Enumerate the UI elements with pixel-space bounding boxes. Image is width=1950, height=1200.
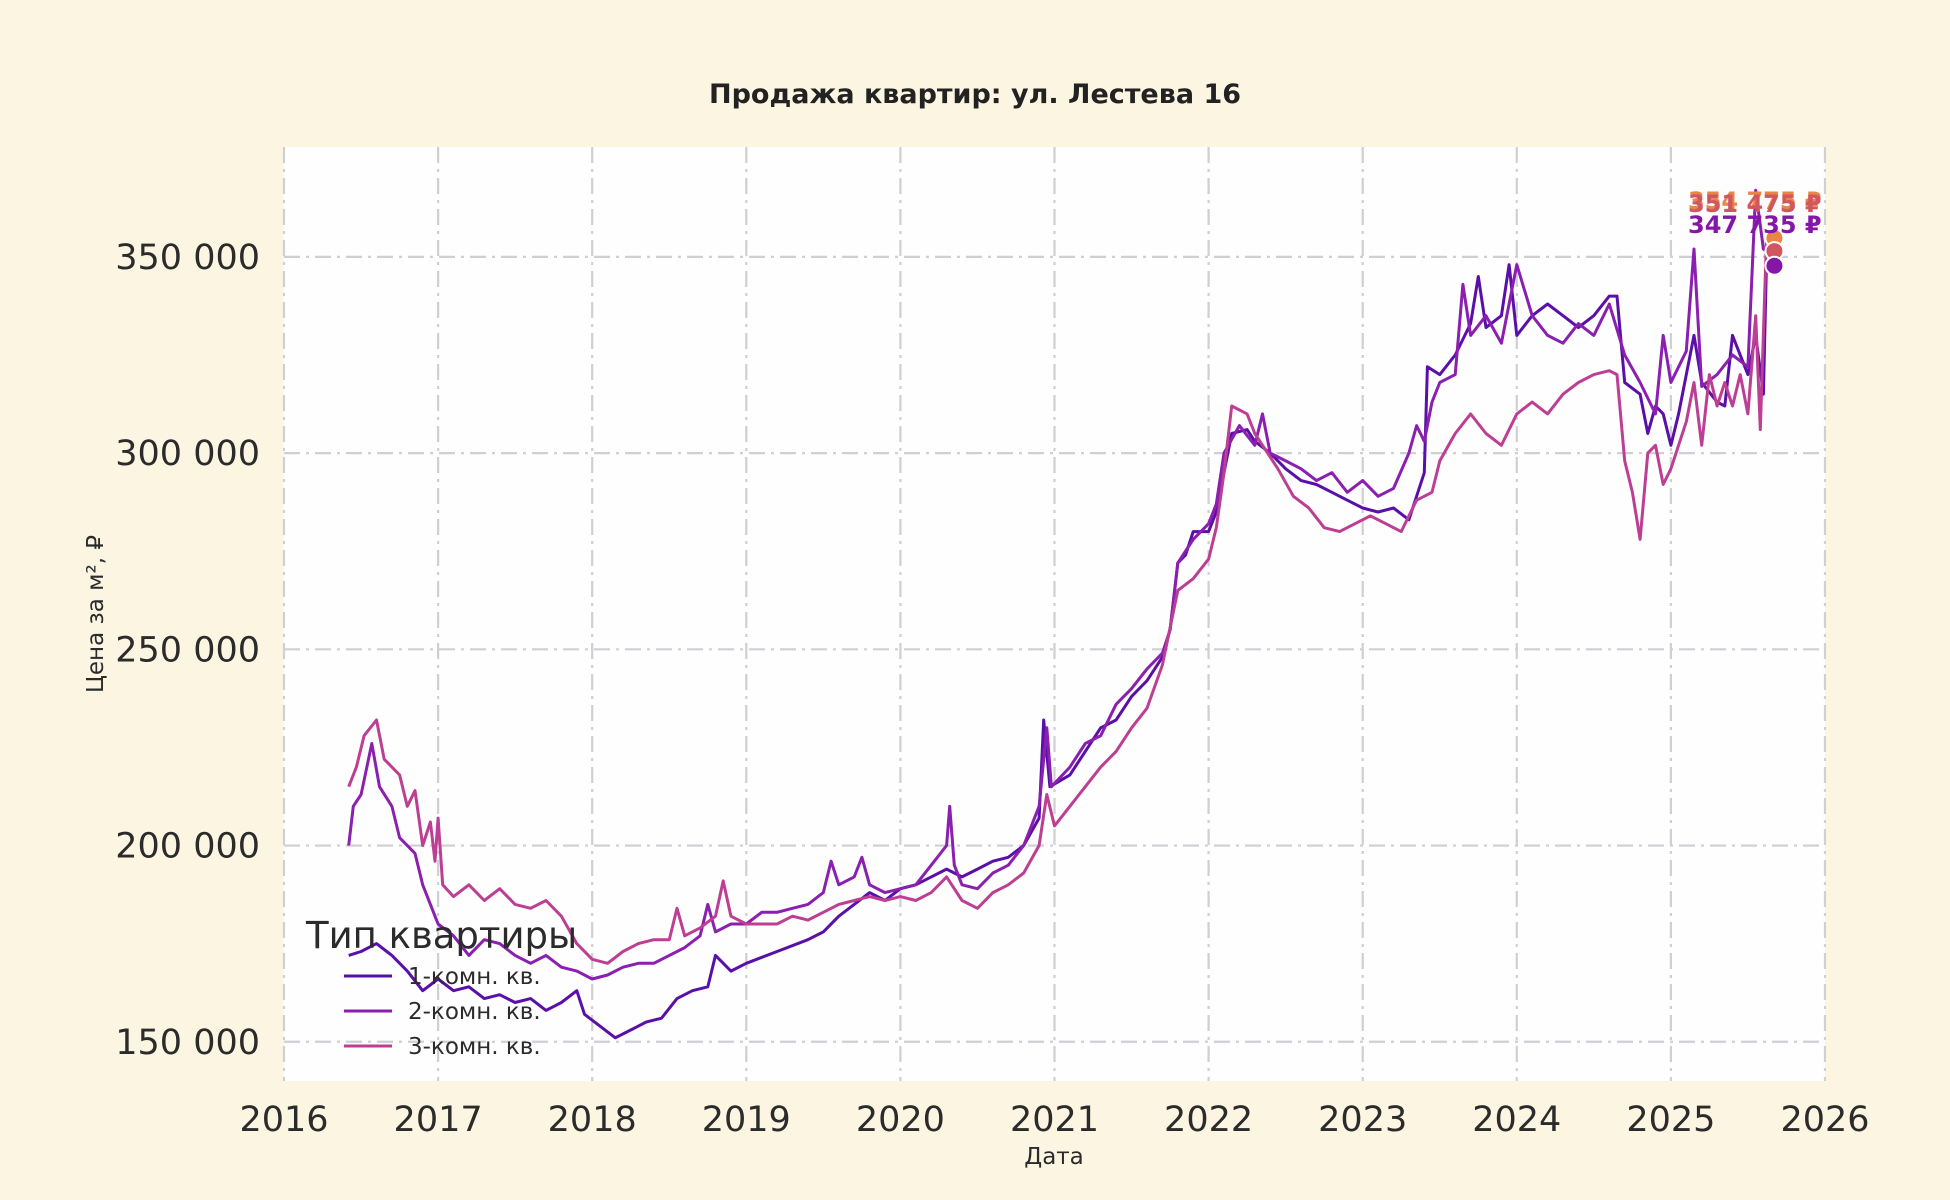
last-value-label: 351 475 ₽ — [1688, 190, 1822, 218]
x-tick-label: 2026 — [1780, 1100, 1869, 1140]
y-tick-label: 200 000 — [115, 827, 260, 867]
series-line-3 — [347, 241, 1768, 965]
grid — [282, 147, 1827, 1081]
x-tick-label: 2016 — [239, 1100, 328, 1140]
x-tick-labels: 2016 2017 2018 2019 2020 2021 2022 2023 2024 2025… — [239, 1100, 1869, 1140]
legend-title: Тип квартиры — [305, 914, 577, 957]
x-tick-label: 2020 — [856, 1100, 945, 1140]
x-tick-label: 2018 — [548, 1100, 637, 1140]
legend-items: 1-комн. кв. 2-комн. кв. 3-комн. кв. — [344, 964, 541, 1060]
last-value-label: 347 735 ₽ — [1688, 211, 1822, 239]
last-value-markers — [1764, 228, 1785, 276]
legend-label: 2-комн. кв. — [408, 999, 541, 1025]
x-tick-label: 2023 — [1318, 1100, 1407, 1140]
y-tick-label: 150 000 — [115, 1023, 260, 1063]
x-tick-label: 2017 — [394, 1100, 483, 1140]
series-line-2 — [347, 188, 1768, 981]
x-tick-label: 2019 — [702, 1100, 791, 1140]
y-axis-label: Цена за м², ₽ — [83, 535, 109, 693]
series-lines — [347, 188, 1768, 1040]
y-tick-label: 250 000 — [115, 630, 260, 670]
y-tick-label: 300 000 — [115, 434, 260, 474]
x-tick-label: 2022 — [1164, 1100, 1253, 1140]
x-tick-label: 2024 — [1472, 1100, 1561, 1140]
last-value-marker — [1764, 255, 1785, 276]
x-tick-label: 2025 — [1626, 1100, 1715, 1140]
chart-title: Продажа квартир: ул. Лестева 16 — [709, 79, 1241, 110]
y-tick-labels: 150 000 200 000 250 000 300 000 350 000 — [115, 238, 260, 1063]
legend-label: 3-комн. кв. — [408, 1034, 541, 1060]
legend: Тип квартиры 1-комн. кв. 2-комн. кв. 3-ком… — [305, 914, 577, 1060]
x-axis-label: Дата — [1024, 1144, 1084, 1170]
last-value-labels: 354 775 ₽351 475 ₽347 735 ₽ — [1688, 187, 1822, 239]
legend-label: 1-комн. кв. — [408, 964, 541, 990]
x-tick-label: 2021 — [1010, 1100, 1099, 1140]
y-tick-label: 350 000 — [115, 238, 260, 278]
last-value-label: 354 775 ₽ — [1688, 187, 1822, 215]
